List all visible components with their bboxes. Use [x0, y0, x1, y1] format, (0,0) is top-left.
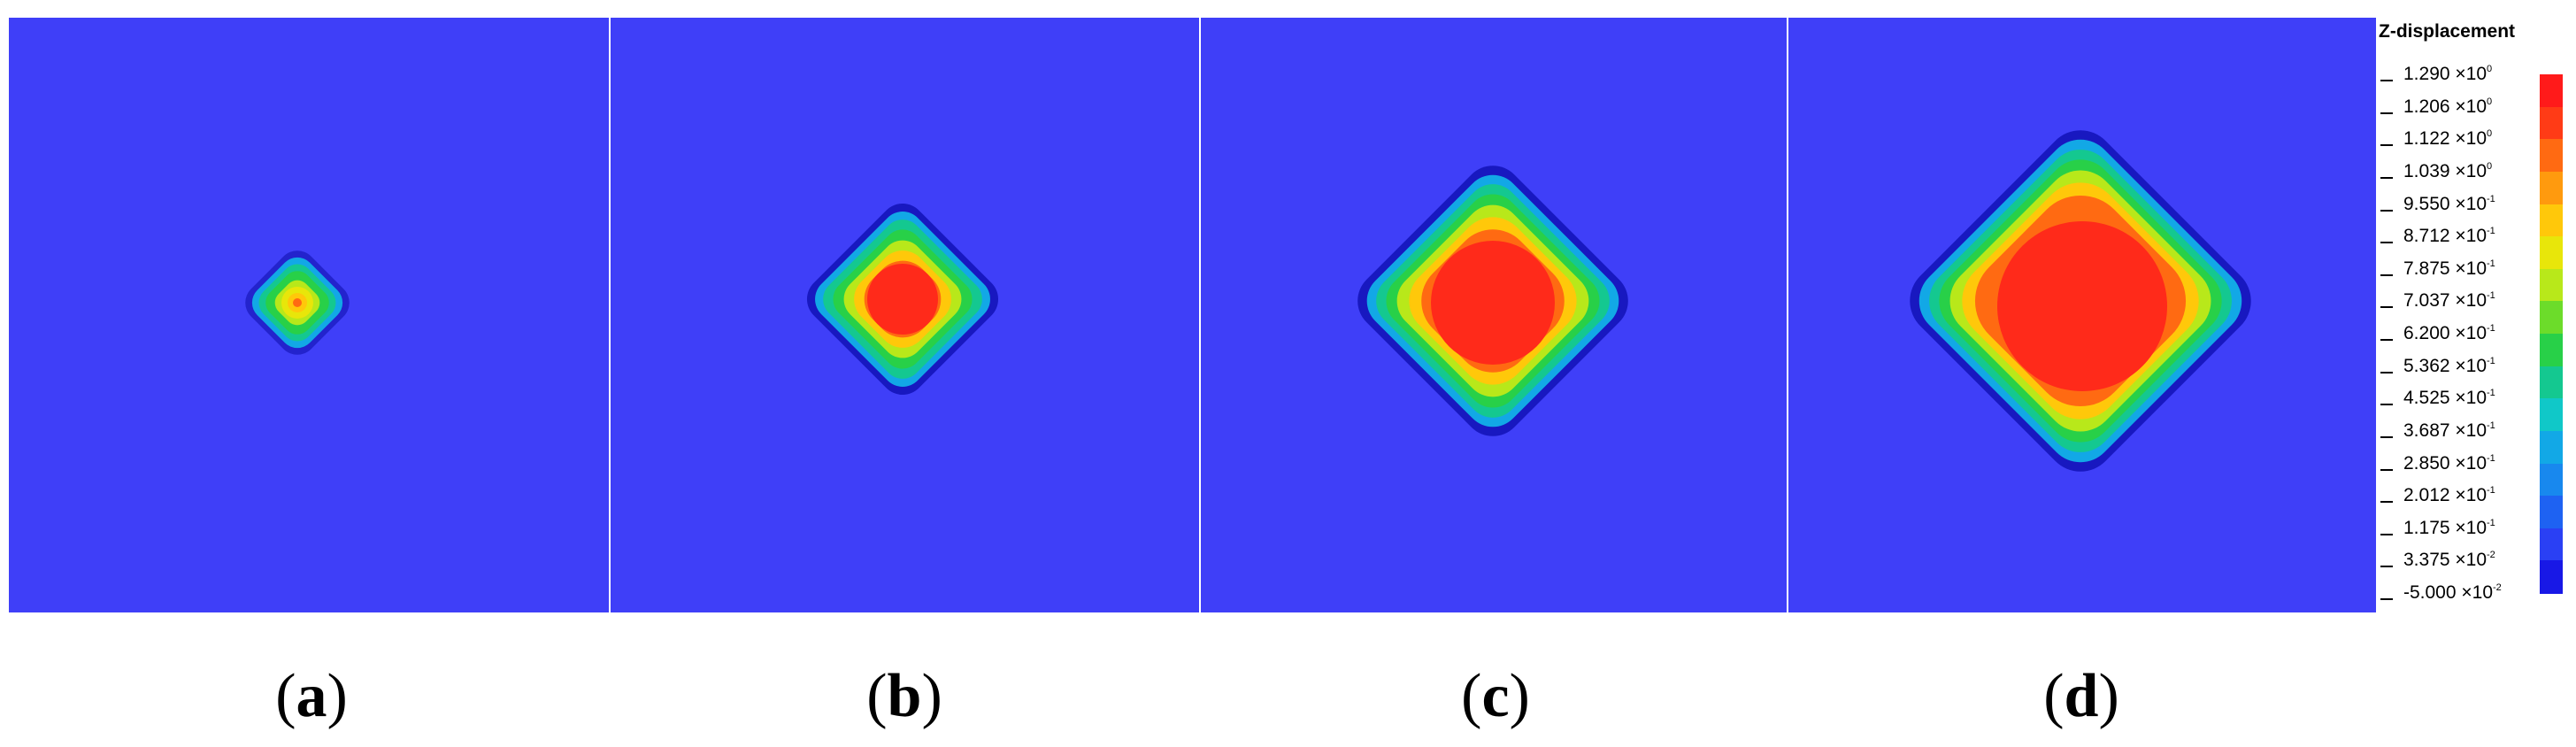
- legend-color-segment: [2540, 204, 2563, 238]
- legend-tick-label: 2.850 ×10-1: [2403, 452, 2495, 474]
- legend-color-segment: [2540, 334, 2563, 367]
- legend-tick-mark: [2380, 598, 2393, 600]
- legend-tick-mark: [2380, 339, 2393, 341]
- legend-tick-label: 3.375 ×10-2: [2403, 550, 2495, 571]
- legend-color-segment: [2540, 463, 2563, 497]
- legend-tick-label: 1.175 ×10-1: [2403, 517, 2495, 538]
- legend-color-segment: [2540, 106, 2563, 141]
- legend-tick-label: 2.012 ×10-1: [2403, 485, 2495, 506]
- legend-tick-mark: [2380, 273, 2393, 276]
- legend-color-segment: [2540, 236, 2563, 270]
- legend-tick-mark: [2380, 80, 2393, 81]
- contour-plot-c: [1201, 18, 1787, 612]
- legend-tick-label: -5.000 ×10-2: [2403, 582, 2502, 603]
- legend-color-segment: [2540, 139, 2563, 173]
- legend-tick-mark: [2380, 209, 2393, 212]
- legend-color-segment: [2540, 366, 2563, 400]
- legend-tick-mark: [2380, 306, 2393, 309]
- legend-color-segment: [2540, 301, 2563, 335]
- legend-color-segment: [2540, 528, 2563, 562]
- legend-tick-mark: [2380, 566, 2393, 568]
- legend-tick-label: 1.290 ×100: [2403, 64, 2493, 84]
- legend-tick-mark: [2380, 176, 2393, 179]
- contour-plot-b: [611, 18, 1199, 612]
- panel-d-contour: [1788, 18, 2376, 612]
- legend-color-segment: [2540, 171, 2563, 205]
- caption-a: (a): [275, 662, 348, 730]
- legend-color-segment: [2540, 268, 2563, 303]
- legend-color-segment: [2540, 74, 2563, 108]
- legend-tick-label: 7.037 ×10-1: [2403, 290, 2495, 312]
- contour-plot-a: [9, 18, 609, 612]
- legend-color-segment: [2540, 398, 2563, 432]
- legend-tick-mark: [2380, 501, 2393, 504]
- legend-tick-mark: [2380, 468, 2393, 471]
- legend-tick-mark: [2380, 404, 2393, 406]
- legend-tick-label: 1.206 ×100: [2403, 96, 2493, 117]
- legend-tick-mark: [2380, 435, 2393, 438]
- caption-d: (d): [2043, 662, 2119, 730]
- caption-c: (c): [1461, 662, 1530, 730]
- legend-tick-mark: [2380, 242, 2393, 244]
- legend-tick-mark: [2380, 371, 2393, 374]
- panel-a-contour: [9, 18, 609, 612]
- legend-tick-label: 5.362 ×10-1: [2403, 355, 2495, 376]
- legend-tick-label: 1.122 ×100: [2403, 128, 2493, 150]
- legend-tick-label: 8.712 ×10-1: [2403, 226, 2495, 247]
- panel-b-contour: [611, 18, 1199, 612]
- contour-plot-d: [1788, 18, 2376, 612]
- legend-tick-label: 6.200 ×10-1: [2403, 323, 2495, 343]
- legend-color-segment: [2540, 560, 2563, 594]
- legend-tick-label: 9.550 ×10-1: [2403, 193, 2495, 214]
- caption-b: (b): [866, 662, 942, 730]
- legend-tick-mark: [2380, 533, 2393, 535]
- legend-tick-label: 1.039 ×100: [2403, 160, 2493, 181]
- legend-tick-mark: [2380, 144, 2393, 147]
- legend-tick-mark: [2380, 112, 2393, 114]
- legend-title: Z-displacement: [2379, 21, 2516, 42]
- legend-tick-label: 4.525 ×10-1: [2403, 388, 2495, 409]
- legend-color-segment: [2540, 496, 2563, 529]
- panel-c-contour: [1201, 18, 1787, 612]
- legend-color-segment: [2540, 430, 2563, 465]
- legend-tick-label: 3.687 ×10-1: [2403, 420, 2495, 441]
- legend-tick-label: 7.875 ×10-1: [2403, 258, 2495, 279]
